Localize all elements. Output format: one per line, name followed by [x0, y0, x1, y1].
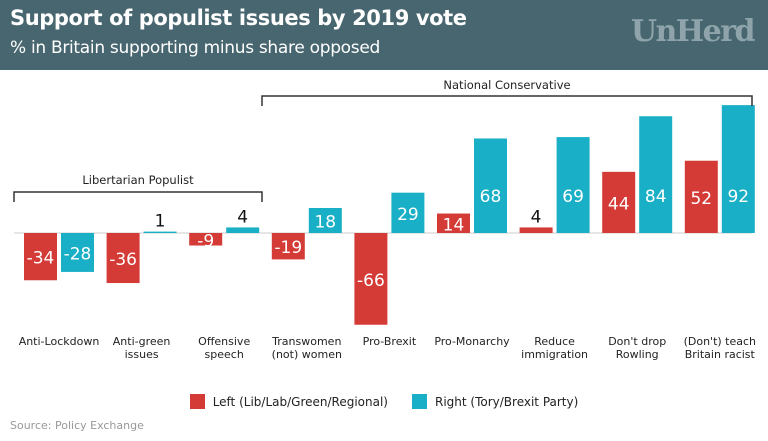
bar-left — [189, 233, 223, 246]
legend-item-right: Right (Tory/Brexit Party) — [411, 394, 579, 409]
data-label: 14 — [443, 215, 465, 235]
unherd-logo: UnHerd — [630, 14, 756, 49]
category-label: Rowling — [616, 348, 659, 361]
data-label: -9 — [197, 231, 214, 251]
legend-label-left: Left (Lib/Lab/Green/Regional) — [212, 394, 388, 409]
category-label: Don't drop — [608, 335, 666, 348]
group-bracket — [13, 191, 263, 202]
data-label: -28 — [64, 244, 92, 264]
legend-swatch-left — [189, 394, 205, 409]
data-label: -19 — [274, 238, 302, 258]
bar-left — [519, 227, 553, 233]
chart-title: Support of populist issues by 2019 vote — [10, 6, 467, 30]
data-label: -66 — [357, 271, 385, 291]
category-label: (not) women — [272, 348, 342, 361]
group-label: National Conservative — [443, 78, 570, 92]
category-label: Pro-Monarchy — [434, 335, 510, 348]
bar-right — [143, 231, 177, 233]
bar-right — [226, 227, 260, 233]
category-label: Anti-green — [113, 335, 171, 348]
category-label: Pro-Brexit — [363, 335, 417, 348]
category-label: immigration — [521, 348, 588, 361]
data-label: 92 — [727, 187, 749, 207]
data-label: 4 — [531, 207, 542, 227]
category-label: Britain racist — [685, 348, 756, 361]
bar-left — [684, 160, 718, 233]
category-label: speech — [205, 348, 244, 361]
category-label: Transwomen — [271, 335, 341, 348]
bar-left — [602, 171, 636, 233]
group-label: Libertarian Populist — [82, 173, 194, 187]
bar-left — [24, 233, 57, 281]
category-label: Reduce — [534, 335, 575, 348]
data-label: 52 — [690, 189, 712, 209]
data-label: -34 — [27, 249, 55, 269]
legend: Left (Lib/Lab/Green/Regional) Right (Tor… — [0, 394, 768, 409]
data-label: 44 — [608, 194, 630, 214]
bar-right — [639, 116, 673, 233]
category-label: (Don't) teach — [684, 335, 756, 348]
source-note: Source: Policy Exchange — [10, 419, 144, 432]
data-label: -36 — [109, 250, 137, 270]
data-label: 68 — [480, 187, 502, 207]
bar-right — [391, 192, 425, 233]
data-label: 84 — [645, 187, 667, 207]
chart-subtitle: % in Britain supporting minus share oppo… — [10, 38, 380, 58]
legend-swatch-right — [411, 394, 427, 409]
legend-item-left: Left (Lib/Lab/Green/Regional) — [189, 394, 388, 409]
bar-right — [474, 138, 507, 233]
category-label: Anti-Lockdown — [19, 335, 100, 348]
category-label: Offensive — [198, 335, 250, 348]
bar-left — [271, 233, 305, 260]
data-label: 69 — [562, 187, 584, 207]
header: Support of populist issues by 2019 vote … — [0, 0, 768, 70]
category-label: issues — [125, 348, 159, 361]
data-label: 18 — [314, 212, 336, 232]
bar-right — [308, 207, 342, 233]
bar-left — [437, 213, 470, 233]
group-bracket — [261, 95, 753, 106]
bar-left — [354, 233, 388, 325]
bar-right — [721, 105, 755, 233]
bar-right — [61, 233, 94, 272]
bar-left — [106, 233, 140, 284]
data-label: 1 — [155, 212, 166, 232]
data-label: 4 — [237, 207, 248, 227]
legend-label-right: Right (Tory/Brexit Party) — [434, 394, 579, 409]
data-label: 29 — [397, 205, 419, 225]
bar-right — [556, 137, 590, 233]
